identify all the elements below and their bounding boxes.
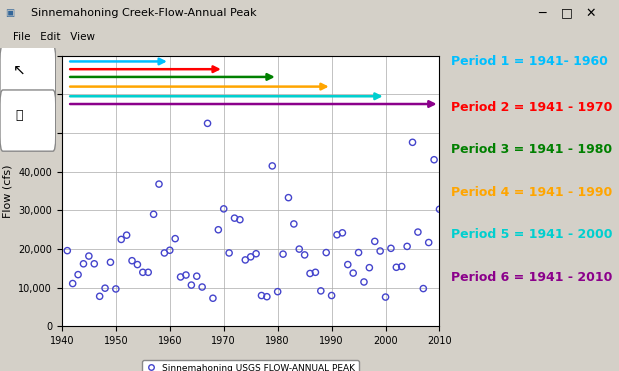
Point [311, 269, 321, 275]
Point [391, 264, 401, 270]
Point [79, 261, 89, 267]
Point [246, 254, 256, 260]
FancyBboxPatch shape [0, 45, 56, 107]
Point [316, 288, 326, 294]
FancyBboxPatch shape [0, 90, 56, 151]
Point [343, 262, 353, 267]
Point [224, 250, 234, 256]
Point [202, 120, 212, 126]
Point [186, 282, 196, 288]
Point [435, 206, 444, 212]
Point [424, 240, 434, 246]
Point [214, 227, 223, 233]
Point [353, 250, 363, 256]
Point [160, 250, 170, 256]
Point [332, 232, 342, 238]
Point [165, 247, 175, 253]
Point [132, 262, 142, 267]
Point [256, 293, 266, 299]
Point [284, 195, 293, 201]
Point [154, 181, 164, 187]
Point [230, 215, 240, 221]
Point [235, 217, 245, 223]
Point [251, 251, 261, 257]
Point [240, 257, 250, 263]
Point [359, 279, 369, 285]
Text: Period 3 = 1941 - 1980: Period 3 = 1941 - 1980 [451, 143, 612, 156]
Text: Sinnemahoning Creek-Flow-Annual Peak: Sinnemahoning Creek-Flow-Annual Peak [31, 8, 256, 18]
Point [100, 285, 110, 291]
Point [262, 294, 272, 300]
Point [381, 294, 391, 300]
Point [111, 286, 121, 292]
Point [289, 221, 299, 227]
Point [413, 229, 423, 235]
Point [197, 284, 207, 290]
Point [397, 263, 407, 269]
Text: □: □ [561, 6, 572, 20]
Point [192, 273, 202, 279]
Point [149, 211, 158, 217]
Point [348, 270, 358, 276]
Point [305, 270, 315, 276]
Y-axis label: Flow (cfs): Flow (cfs) [2, 164, 13, 218]
Text: Period 5 = 1941 - 2000: Period 5 = 1941 - 2000 [451, 228, 612, 242]
Point [407, 139, 417, 145]
Point [429, 157, 439, 163]
Point [208, 295, 218, 301]
Text: ▣: ▣ [5, 8, 14, 18]
Text: ✕: ✕ [586, 6, 596, 20]
Point [294, 246, 304, 252]
Point [365, 265, 374, 270]
Text: Period 2 = 1941 - 1970: Period 2 = 1941 - 1970 [451, 101, 612, 114]
Point [89, 261, 99, 267]
Point [143, 269, 153, 275]
Point [127, 258, 137, 264]
Point [73, 272, 83, 278]
Point [273, 289, 283, 295]
Point [370, 239, 379, 244]
Text: ─: ─ [538, 6, 545, 20]
Point [63, 248, 72, 254]
Point [122, 232, 132, 238]
Point [181, 272, 191, 278]
Point [321, 250, 331, 256]
Text: Period 6 = 1941 - 2010: Period 6 = 1941 - 2010 [451, 271, 612, 284]
Point [84, 253, 94, 259]
Point [170, 236, 180, 242]
Point [138, 269, 148, 275]
Point [116, 236, 126, 242]
Point [327, 293, 337, 299]
Point [67, 280, 77, 286]
Point [267, 163, 277, 169]
Point [375, 248, 385, 254]
Text: Period 4 = 1941 - 1990: Period 4 = 1941 - 1990 [451, 186, 612, 199]
Point [337, 230, 347, 236]
Point [402, 243, 412, 249]
Point [278, 251, 288, 257]
Text: 🔍: 🔍 [15, 108, 24, 122]
Point [95, 293, 105, 299]
Point [219, 206, 228, 212]
Point [105, 259, 115, 265]
Legend: Sinnemahoning USGS FLOW-ANNUAL PEAK: Sinnemahoning USGS FLOW-ANNUAL PEAK [142, 360, 359, 371]
Text: Period 1 = 1941- 1960: Period 1 = 1941- 1960 [451, 55, 608, 68]
Point [418, 286, 428, 292]
Point [300, 252, 310, 258]
Point [176, 274, 186, 280]
Text: ↖: ↖ [13, 63, 26, 78]
Point [386, 245, 396, 251]
Text: File   Edit   View: File Edit View [14, 32, 95, 42]
